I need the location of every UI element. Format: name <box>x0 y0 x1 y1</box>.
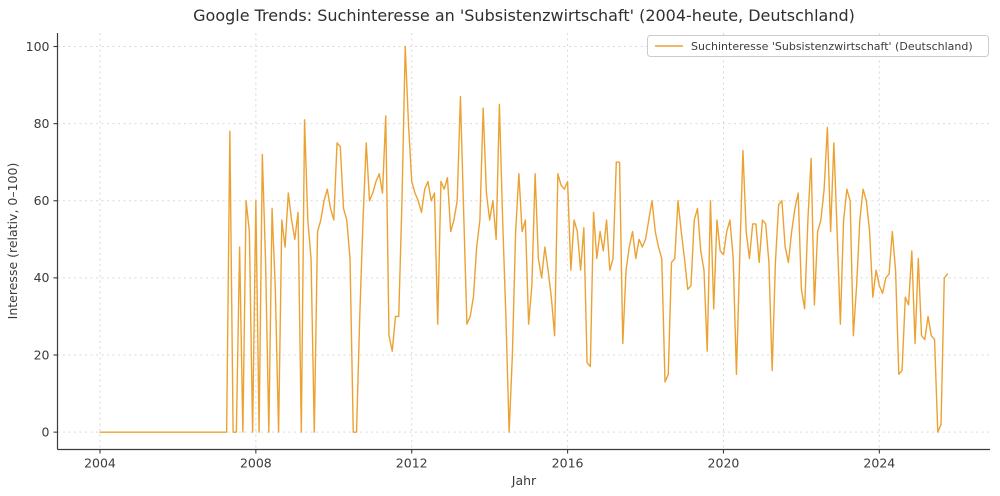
y-tick-label: 0 <box>42 424 50 439</box>
x-tick-label: 2012 <box>396 456 428 471</box>
x-axis-label: Jahr <box>511 473 537 488</box>
y-axis-label: Interesse (relativ, 0–100) <box>5 163 20 320</box>
chart-title: Google Trends: Suchinteresse an 'Subsist… <box>193 6 855 25</box>
y-tick-label: 100 <box>26 39 50 54</box>
x-tick-label: 2004 <box>84 456 116 471</box>
series-line <box>99 45 949 433</box>
y-tick-label: 20 <box>34 347 50 362</box>
legend-frame <box>647 35 989 57</box>
y-tick-label: 60 <box>34 193 50 208</box>
y-tick-label: 80 <box>34 116 50 131</box>
x-tick-label: 2016 <box>552 456 584 471</box>
legend-label: Suchinteresse 'Subsistenzwirtschaft' (De… <box>691 40 973 53</box>
x-tick-label: 2008 <box>240 456 272 471</box>
x-tick-label: 2024 <box>863 456 895 471</box>
legend: Suchinteresse 'Subsistenzwirtschaft' (De… <box>647 35 989 57</box>
x-tick-label: 2020 <box>708 456 740 471</box>
y-tick-label: 40 <box>34 270 50 285</box>
plot-area: 2004 2008 2012 2016 2020 2024 0 20 40 60 80 100 <box>26 33 990 471</box>
